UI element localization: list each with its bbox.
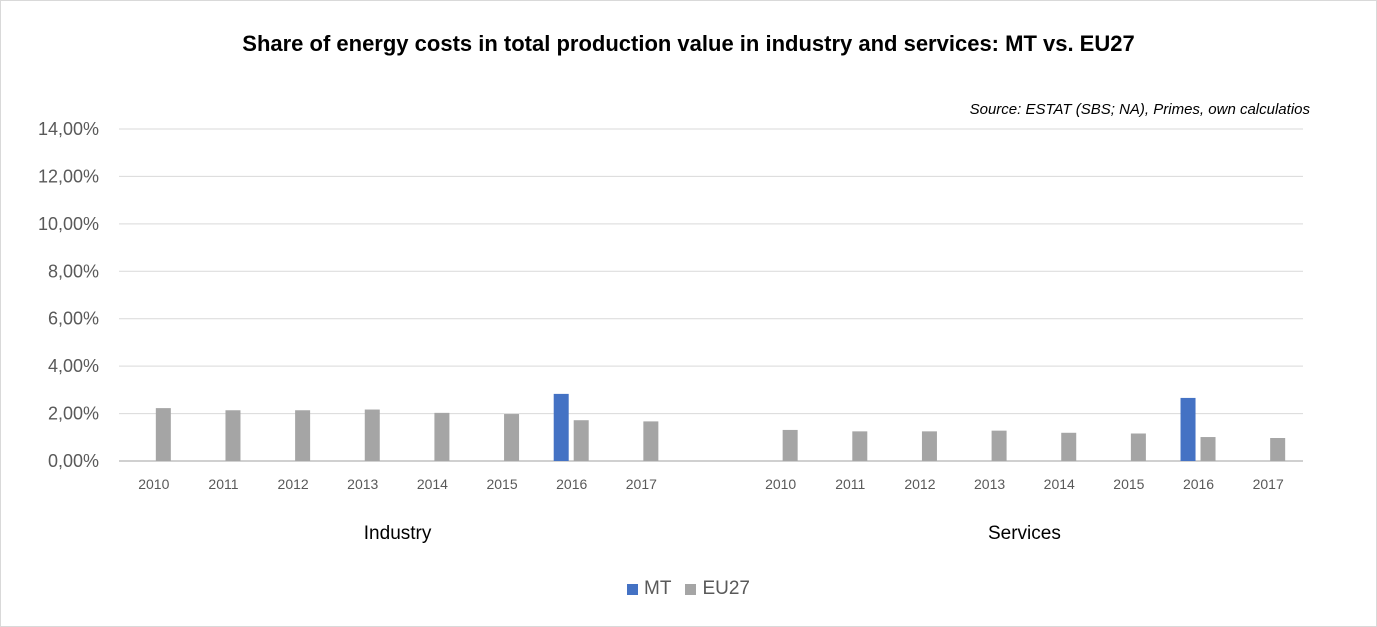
x-tick-label: 2012 — [278, 476, 309, 492]
x-tick-label: 2016 — [556, 476, 587, 492]
legend-item-mt: MT — [627, 578, 671, 600]
bar-eu27-services-2013 — [991, 430, 1007, 461]
bar-eu27-industry-2015 — [504, 414, 520, 461]
x-tick-label: 2014 — [417, 476, 448, 492]
x-tick-label: 2016 — [1183, 476, 1214, 492]
x-tick-label: 2015 — [486, 476, 517, 492]
bar-eu27-services-2015 — [1130, 433, 1146, 461]
y-tick-label: 14,00% — [38, 119, 99, 139]
source-annotation: Source: ESTAT (SBS; NA), Primes, own cal… — [969, 101, 1310, 118]
y-tick-label: 4,00% — [48, 356, 99, 376]
y-tick-label: 0,00% — [48, 451, 99, 471]
y-tick-label: 2,00% — [48, 404, 99, 424]
bar-eu27-industry-2016 — [573, 420, 589, 461]
legend-swatch-mt — [627, 583, 639, 595]
x-tick-label: 2012 — [904, 476, 935, 492]
y-tick-label: 12,00% — [38, 166, 99, 186]
bar-eu27-services-2011 — [852, 431, 868, 461]
x-tick-label: 2017 — [626, 476, 657, 492]
bar-eu27-services-2017 — [1270, 437, 1286, 461]
group-label-industry: Industry — [364, 523, 432, 544]
x-tick-label: 2010 — [138, 476, 169, 492]
x-tick-label: 2014 — [1044, 476, 1075, 492]
legend-label-eu27: EU27 — [702, 578, 750, 599]
x-tick-label: 2011 — [208, 476, 238, 492]
bar-mt-industry-2016 — [553, 393, 569, 461]
legend-label-mt: MT — [644, 578, 672, 599]
y-tick-label: 10,00% — [38, 214, 99, 234]
bar-eu27-industry-2011 — [225, 410, 241, 461]
bar-eu27-industry-2012 — [295, 410, 311, 461]
chart-title: Share of energy costs in total productio… — [242, 31, 1135, 56]
x-tick-label: 2010 — [765, 476, 796, 492]
y-tick-label: 8,00% — [48, 261, 99, 281]
x-tick-label: 2013 — [347, 476, 378, 492]
bar-eu27-industry-2010 — [155, 408, 171, 461]
x-tick-label: 2013 — [974, 476, 1005, 492]
bar-eu27-services-2010 — [782, 429, 798, 461]
group-label-services: Services — [988, 523, 1061, 544]
x-tick-label: 2015 — [1113, 476, 1144, 492]
bar-eu27-services-2016 — [1200, 437, 1216, 461]
bar-eu27-industry-2014 — [434, 412, 450, 461]
legend-item-eu27: EU27 — [685, 578, 750, 600]
bar-eu27-services-2012 — [921, 431, 937, 461]
x-tick-label: 2017 — [1253, 476, 1284, 492]
bar-eu27-industry-2017 — [643, 421, 659, 461]
x-tick-label: 2011 — [835, 476, 865, 492]
y-tick-label: 6,00% — [48, 309, 99, 329]
bar-eu27-industry-2013 — [364, 409, 380, 461]
bar-eu27-services-2014 — [1061, 432, 1077, 461]
bar-mt-services-2016 — [1180, 397, 1196, 461]
legend: MT EU27 — [1, 578, 1376, 600]
legend-swatch-eu27 — [685, 583, 697, 595]
